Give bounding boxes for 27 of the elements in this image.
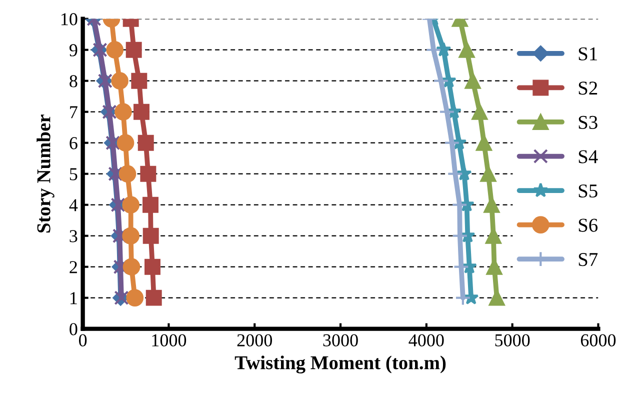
x-axis-title: Twisting Moment (ton.m) <box>234 356 446 374</box>
legend-label: S4 <box>578 150 598 164</box>
y-tick-label: 7 <box>70 106 78 118</box>
x-tick-label: 5000 <box>495 334 530 346</box>
y-tick-label: 8 <box>70 75 78 88</box>
x-tick-label: 6000 <box>580 334 616 346</box>
legend-label: S5 <box>578 184 598 198</box>
legend-label: S3 <box>578 116 598 129</box>
legend-label: S1 <box>578 47 597 60</box>
y-tick-label: 0 <box>70 323 78 336</box>
y-tick-label: 2 <box>70 261 77 274</box>
legend-label: S2 <box>578 82 598 95</box>
x-tick-label: 2000 <box>237 334 272 346</box>
y-tick-label: 1 <box>70 292 77 304</box>
y-tick-label: 5 <box>70 168 78 180</box>
x-tick-label: 4000 <box>408 334 444 346</box>
y-tick-label: 10 <box>61 13 78 26</box>
y-axis-title: Story Number <box>36 114 54 232</box>
y-tick-label: 6 <box>70 137 78 150</box>
x-tick-label: 3000 <box>323 334 358 346</box>
x-tick-label: 1000 <box>152 334 186 346</box>
legend-label: S6 <box>578 218 598 232</box>
y-tick-label: 3 <box>70 230 78 242</box>
y-tick-label: 9 <box>70 44 78 56</box>
x-tick-label: 0 <box>78 334 87 346</box>
legend-label: S7 <box>578 253 598 266</box>
y-tick-label: 4 <box>69 199 78 212</box>
